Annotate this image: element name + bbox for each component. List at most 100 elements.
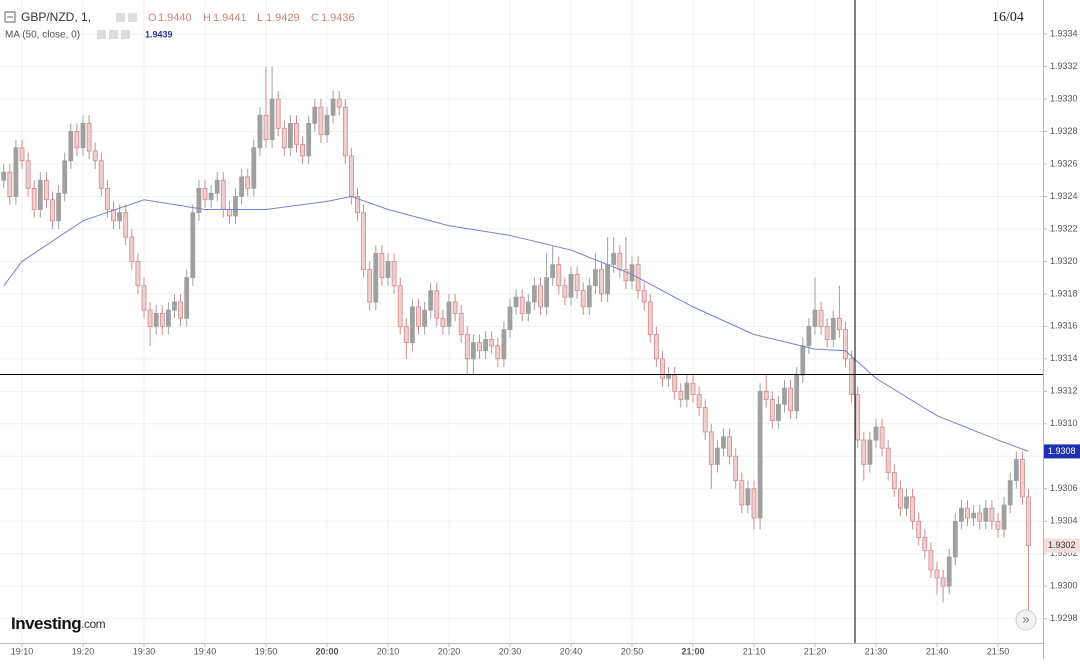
candle-body bbox=[898, 488, 903, 509]
candle-body bbox=[538, 285, 543, 308]
open-value: 1.9440 bbox=[158, 12, 192, 24]
candle-body bbox=[940, 577, 946, 587]
candle-body bbox=[68, 131, 74, 162]
candle-body bbox=[1026, 496, 1031, 546]
candle-body bbox=[910, 496, 915, 522]
candle-body bbox=[367, 269, 373, 303]
candle-body bbox=[708, 431, 714, 465]
candle-body bbox=[965, 507, 970, 519]
candle-body bbox=[885, 447, 891, 473]
candle-body bbox=[159, 312, 165, 327]
candle-body bbox=[501, 329, 507, 360]
x-tick-label: 20:10 bbox=[377, 646, 400, 656]
candle-body bbox=[849, 358, 854, 395]
candle-body bbox=[617, 252, 623, 270]
candle-body bbox=[641, 290, 647, 303]
candle-body bbox=[544, 277, 549, 308]
candle-body bbox=[556, 264, 562, 287]
candle-body bbox=[86, 123, 92, 152]
ma-settings[interactable] bbox=[97, 30, 106, 39]
candle-body bbox=[37, 179, 43, 210]
candle-body bbox=[105, 187, 110, 210]
candle-body bbox=[98, 160, 104, 189]
x-tick-label: 21:40 bbox=[926, 646, 949, 656]
x-tick-label: 21:30 bbox=[865, 646, 888, 656]
y-tick-label: 1.9322 bbox=[1050, 223, 1078, 233]
candle-body bbox=[916, 520, 922, 538]
candle-body bbox=[586, 285, 592, 308]
candle-body bbox=[257, 114, 263, 149]
candle-body bbox=[147, 309, 153, 327]
candle-body bbox=[599, 269, 604, 295]
candle-body bbox=[80, 123, 86, 149]
candle-body bbox=[379, 252, 385, 279]
ma-remove[interactable] bbox=[121, 30, 130, 39]
y-tick-label: 1.9332 bbox=[1050, 61, 1078, 71]
candle-body bbox=[721, 436, 726, 449]
candle-body bbox=[550, 264, 556, 279]
candle-body bbox=[830, 317, 836, 340]
candle-body bbox=[879, 426, 885, 449]
candle-body bbox=[654, 334, 659, 360]
x-tick-label: 21:10 bbox=[743, 646, 766, 656]
scroll-button[interactable] bbox=[1015, 609, 1037, 631]
candle-body bbox=[25, 160, 31, 189]
x-tick-label: 21:20 bbox=[804, 646, 827, 656]
candle-body bbox=[812, 309, 818, 327]
candle-body bbox=[593, 269, 598, 287]
y-tick-label: 1.9306 bbox=[1050, 483, 1078, 493]
candle-body bbox=[904, 496, 909, 509]
candle-body bbox=[983, 507, 989, 522]
candle-body bbox=[519, 296, 525, 314]
ma-legend: MA (50, close, 0) bbox=[5, 30, 80, 41]
candle-body bbox=[117, 212, 122, 222]
y-tick-label: 1.9326 bbox=[1050, 158, 1078, 168]
candle-body bbox=[178, 301, 184, 319]
candle-body bbox=[123, 212, 129, 238]
candle-body bbox=[605, 264, 610, 295]
x-tick-label: 19:20 bbox=[72, 646, 95, 656]
candle-body bbox=[788, 387, 793, 412]
candle-body bbox=[74, 131, 80, 149]
hide-icon[interactable] bbox=[128, 13, 137, 22]
candle-body bbox=[111, 209, 116, 222]
x-tick-label: 19:50 bbox=[255, 646, 278, 656]
candle-body bbox=[318, 106, 324, 136]
candle-body bbox=[580, 290, 586, 308]
price-marker-label: 1.9308 bbox=[1048, 446, 1076, 456]
candle-body bbox=[513, 296, 519, 308]
high-value: 1.9441 bbox=[213, 12, 247, 24]
candle-body bbox=[1007, 480, 1013, 506]
candle-body bbox=[672, 374, 678, 392]
candle-body bbox=[434, 290, 440, 319]
candle-body bbox=[696, 394, 702, 408]
x-tick-label: 20:20 bbox=[438, 646, 461, 656]
collapse-icon[interactable] bbox=[4, 11, 16, 23]
candle-body bbox=[422, 309, 428, 327]
candle-body bbox=[287, 123, 293, 149]
candle-body bbox=[251, 147, 257, 189]
y-tick-label: 1.9304 bbox=[1050, 516, 1078, 526]
settings-icon[interactable] bbox=[116, 13, 125, 22]
candle-body bbox=[196, 187, 202, 214]
candle-body bbox=[891, 472, 897, 490]
candle-body bbox=[440, 317, 446, 327]
close-value: 1.9436 bbox=[321, 12, 355, 24]
candle-body bbox=[141, 285, 147, 311]
candle-body bbox=[269, 98, 275, 141]
ma-hide[interactable] bbox=[109, 30, 118, 39]
candle-body bbox=[495, 345, 501, 360]
candle-body bbox=[306, 123, 312, 157]
candle-body bbox=[946, 556, 952, 587]
candle-body bbox=[62, 160, 68, 194]
candle-body bbox=[19, 147, 25, 162]
candle-body bbox=[409, 306, 415, 344]
candle-body bbox=[336, 98, 342, 108]
candle-body bbox=[702, 407, 708, 433]
candle-body bbox=[489, 338, 495, 347]
candle-body bbox=[763, 390, 769, 400]
close-label: C bbox=[311, 12, 319, 24]
y-tick-label: 1.9324 bbox=[1050, 191, 1078, 201]
